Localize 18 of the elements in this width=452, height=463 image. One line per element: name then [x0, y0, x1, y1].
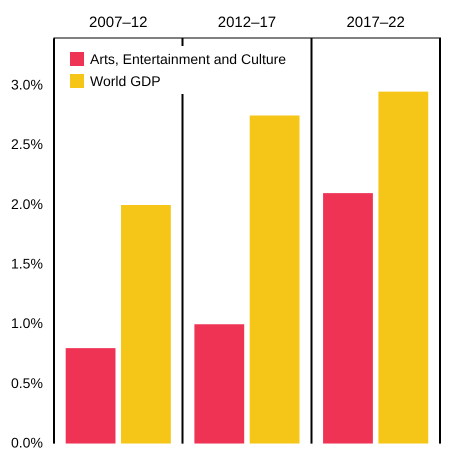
bar — [121, 205, 171, 444]
x-tick-label: 2017–22 — [346, 14, 405, 32]
bar — [378, 92, 428, 444]
x-tick-label: 2012–17 — [218, 14, 276, 32]
legend-label: Arts, Entertainment and Culture — [90, 50, 286, 69]
y-tick-label: 3.0% — [10, 76, 43, 93]
legend-label: World GDP — [90, 72, 161, 91]
bar — [250, 116, 300, 444]
y-tick-label: 1.5% — [10, 256, 43, 272]
y-tick-label: 2.0% — [10, 196, 43, 212]
y-tick-label: 2.5% — [10, 136, 43, 152]
y-tick-label: 1.0% — [10, 315, 43, 332]
bar — [194, 324, 244, 444]
x-tick-label: 2007–12 — [89, 14, 148, 32]
bar — [66, 348, 116, 444]
bar — [323, 193, 373, 444]
y-tick-label: 0.0% — [10, 434, 43, 450]
y-tick-label: 0.5% — [10, 374, 43, 391]
